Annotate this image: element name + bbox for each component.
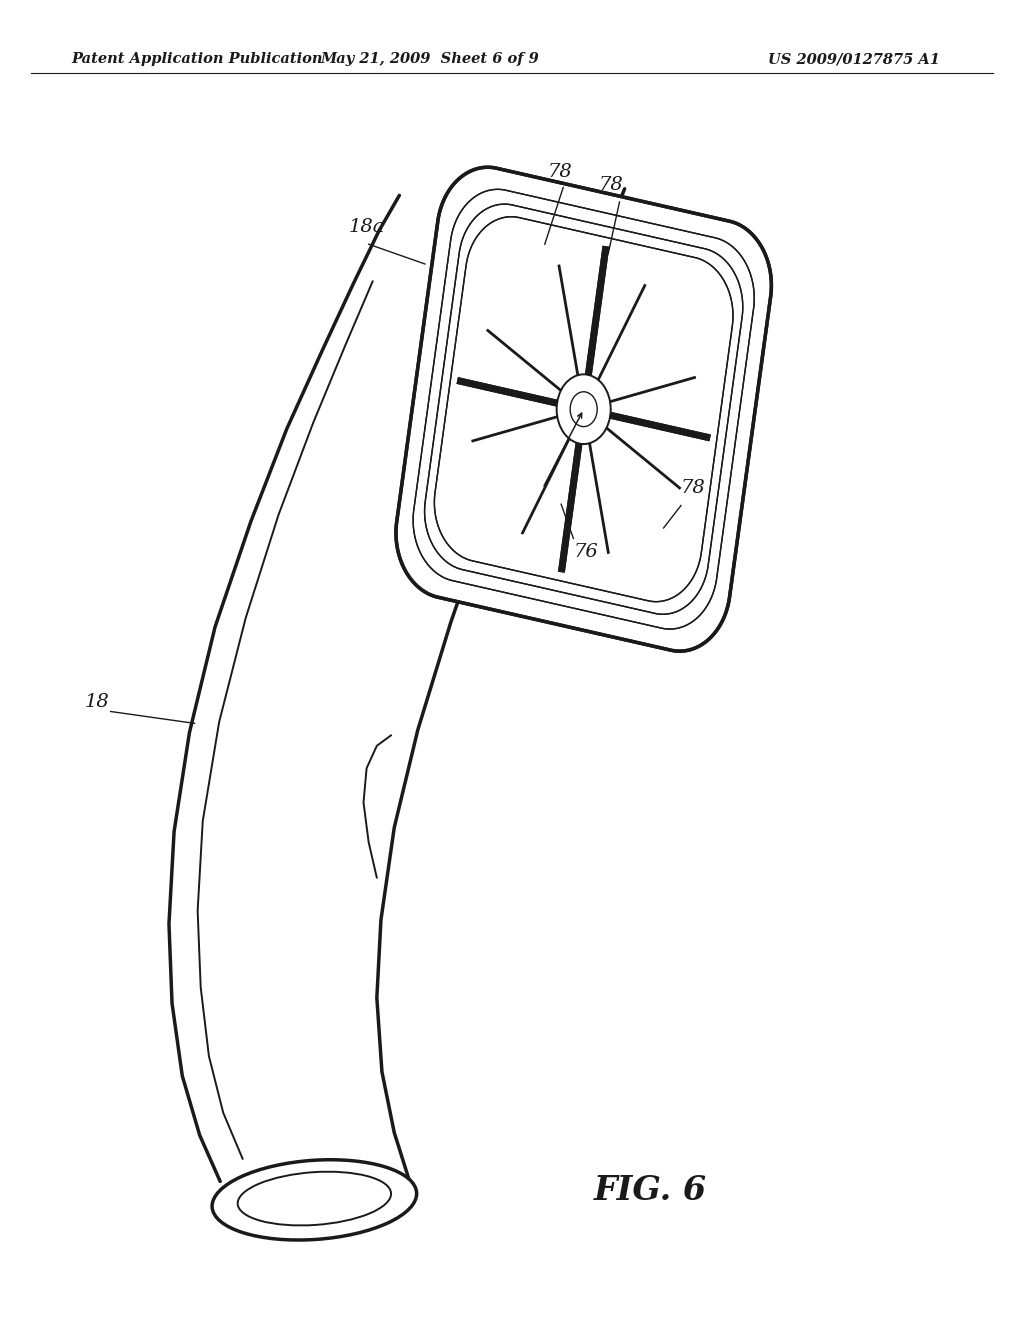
Polygon shape [396,168,771,651]
Polygon shape [425,205,742,614]
Circle shape [570,392,597,426]
Polygon shape [434,216,733,602]
Text: 78: 78 [681,479,706,498]
Circle shape [557,375,610,444]
Text: May 21, 2009  Sheet 6 of 9: May 21, 2009 Sheet 6 of 9 [321,53,540,66]
Polygon shape [413,189,755,630]
Text: US 2009/0127875 A1: US 2009/0127875 A1 [768,53,940,66]
Text: Patent Application Publication: Patent Application Publication [72,53,324,66]
Ellipse shape [212,1160,417,1239]
Text: FIG. 6: FIG. 6 [594,1175,707,1206]
Text: 18: 18 [85,693,110,711]
Text: 18a: 18a [348,218,385,236]
Text: 76: 76 [573,543,598,561]
Text: 78: 78 [548,162,572,181]
Text: 78: 78 [599,176,624,194]
Ellipse shape [238,1172,391,1225]
Polygon shape [169,189,625,1181]
